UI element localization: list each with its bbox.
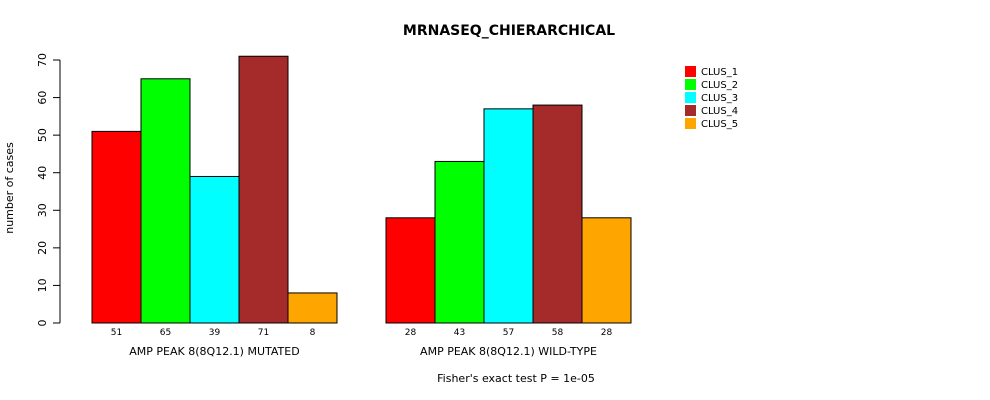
bar-clus-1-group-2 <box>385 217 436 324</box>
legend-label-2: CLUS_2 <box>701 80 738 91</box>
bar-clus-5-group-1 <box>287 292 338 324</box>
y-tick-label: 10 <box>36 278 49 292</box>
bar-clus-4-group-1 <box>238 55 289 324</box>
bar-clus-3-group-2 <box>483 108 534 324</box>
group-labels: AMP PEAK 8(8Q12.1) MUTATED AMP PEAK 8(8Q1… <box>129 345 597 358</box>
legend-swatch-4 <box>685 105 696 116</box>
y-axis-label: number of cases <box>3 142 16 234</box>
count-label: 8 <box>310 328 316 338</box>
legend-label-4: CLUS_4 <box>701 106 738 117</box>
legend-label-5: CLUS_5 <box>701 119 738 130</box>
bar-clus-5-group-2 <box>581 217 632 324</box>
legend-swatch-3 <box>685 92 696 103</box>
bar-clus-4-group-2 <box>532 104 583 324</box>
y-tick-label: 20 <box>36 241 49 255</box>
count-label: 57 <box>503 328 514 338</box>
group-label-2: AMP PEAK 8(8Q12.1) WILD-TYPE <box>420 345 597 358</box>
count-label: 28 <box>601 328 613 338</box>
bar-clus-1-group-1 <box>91 130 142 324</box>
y-tick-label: 40 <box>36 166 49 180</box>
y-tick-label: 0 <box>36 320 49 327</box>
y-tick-label: 50 <box>36 128 49 142</box>
count-label: 43 <box>454 328 465 338</box>
y-tick-label: 70 <box>36 53 49 67</box>
chart-title: MRNASEQ_CHIERARCHICAL <box>403 23 615 39</box>
y-axis: 0 10 20 30 40 50 60 70 <box>36 53 61 327</box>
count-label: 65 <box>160 328 171 338</box>
legend-swatch-2 <box>685 79 696 90</box>
group-label-1: AMP PEAK 8(8Q12.1) MUTATED <box>129 345 299 358</box>
legend: CLUS_1 CLUS_2 CLUS_3 CLUS_4 CLUS_5 <box>685 66 738 130</box>
bar-clus-3-group-1 <box>189 175 240 324</box>
bars <box>91 55 632 324</box>
count-label: 39 <box>209 328 221 338</box>
bar-clus-2-group-1 <box>140 78 191 324</box>
legend-swatch-1 <box>685 66 696 77</box>
footnote: Fisher's exact test P = 1e-05 <box>437 372 595 385</box>
count-label: 28 <box>405 328 417 338</box>
y-tick-label: 30 <box>36 203 49 217</box>
count-label: 51 <box>111 328 122 338</box>
count-label: 71 <box>258 328 269 338</box>
legend-swatch-5 <box>685 118 696 129</box>
count-labels: 51 65 39 71 8 28 43 57 58 28 <box>111 328 613 338</box>
legend-label-3: CLUS_3 <box>701 93 738 104</box>
legend-label-1: CLUS_1 <box>701 67 738 78</box>
count-label: 58 <box>552 328 564 338</box>
y-tick-label: 60 <box>36 91 49 105</box>
bar-clus-2-group-2 <box>434 160 485 324</box>
